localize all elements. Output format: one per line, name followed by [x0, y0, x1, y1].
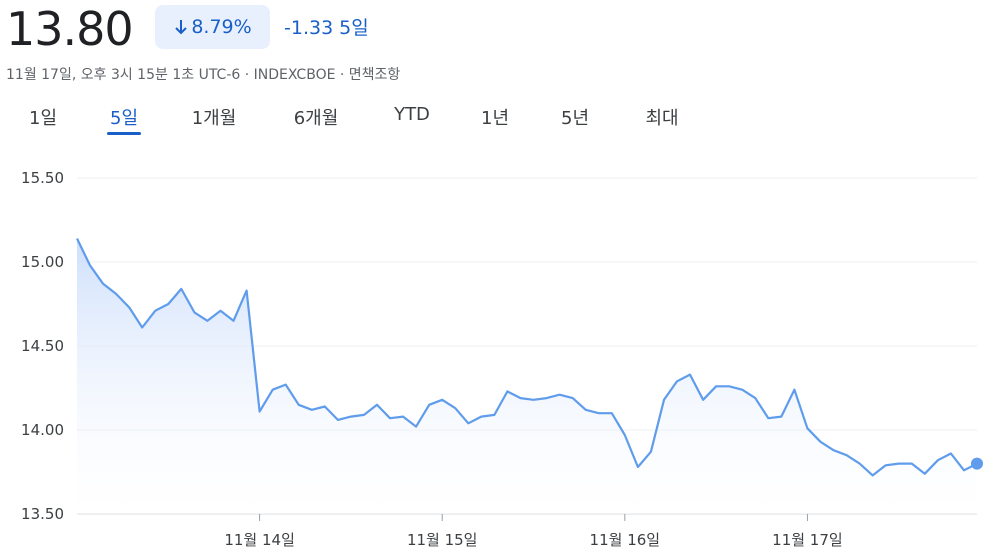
x-tick-label: 11월 14일	[224, 531, 295, 549]
range-tab[interactable]: 1일	[28, 108, 58, 129]
range-tab[interactable]: 5년	[560, 108, 590, 129]
area	[77, 238, 977, 514]
change-badge: 8.79%	[155, 5, 270, 49]
range-tab[interactable]: YTD	[394, 104, 430, 125]
range-tab[interactable]: 최대	[645, 108, 679, 129]
y-tick-label: 14.00	[21, 421, 64, 439]
range-tab[interactable]: 6개월	[293, 108, 339, 129]
y-tick-label: 14.50	[21, 337, 64, 355]
range-tab[interactable]: 1개월	[191, 108, 237, 129]
price: 13.80	[6, 2, 134, 56]
change-absolute: -1.33 5일	[284, 13, 375, 40]
range-tab[interactable]: 1년	[480, 108, 510, 129]
x-tick-label: 11월 15일	[407, 531, 478, 549]
change-percent: 8.79%	[191, 16, 252, 38]
line	[76, 238, 978, 477]
down-arrow	[175, 20, 188, 35]
change-period: 5일	[339, 17, 369, 39]
y-tick-label: 15.00	[21, 253, 64, 271]
x-tick-label: 11월 16일	[590, 531, 661, 549]
y-tick-label: 13.50	[21, 505, 64, 523]
tab-underline	[107, 132, 141, 135]
change-value: -1.33	[284, 17, 334, 39]
range-tab[interactable]: 5일	[109, 108, 139, 129]
x-tick-label: 11월 17일	[772, 531, 843, 549]
y-tick-label: 15.50	[21, 169, 64, 187]
last-point	[971, 457, 983, 470]
timestamp: 11월 17일, 오후 3시 15분 1초 UTC-6 · INDEXCBOE …	[6, 67, 401, 83]
